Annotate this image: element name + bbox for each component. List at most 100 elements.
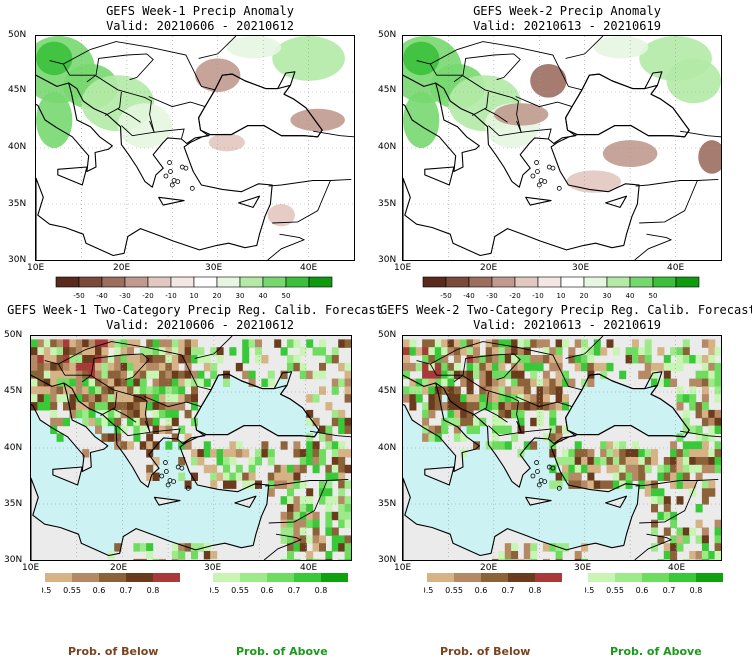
prob-grid-cell bbox=[714, 386, 721, 395]
prob-grid-cell bbox=[663, 472, 671, 481]
prob-grid-cell bbox=[498, 347, 506, 356]
p1-lat-45n: 45N bbox=[8, 85, 27, 95]
prob-grid-cell bbox=[306, 504, 314, 513]
prob-grid-cell bbox=[159, 378, 166, 387]
country-border bbox=[58, 363, 66, 376]
prob-grid-cell bbox=[127, 347, 134, 356]
prob-grid-cell bbox=[682, 417, 690, 427]
aegean-island bbox=[534, 160, 539, 165]
anomaly-colorbar-label: -10 bbox=[532, 292, 543, 300]
prob-grid-cell bbox=[676, 464, 684, 474]
prob-grid-cell bbox=[612, 457, 620, 466]
prob-grid-cell bbox=[701, 449, 709, 458]
prob-grid-cell bbox=[600, 362, 608, 372]
prob-grid-cell bbox=[670, 511, 678, 521]
country-border bbox=[634, 533, 673, 560]
prob-grid-cell bbox=[114, 402, 122, 411]
prob-grid-cell bbox=[663, 378, 671, 387]
prob-grid-cell bbox=[523, 394, 531, 403]
p1-lat-30n: 30N bbox=[8, 255, 27, 265]
prob-grid-cell bbox=[242, 347, 250, 356]
prob-grid-cell bbox=[517, 386, 525, 395]
prob-grid-cell bbox=[107, 362, 115, 372]
prob-grid-cell bbox=[235, 472, 243, 481]
prob-grid-cell bbox=[287, 543, 294, 552]
prob-grid-cell bbox=[562, 402, 569, 411]
prob-grid-cell bbox=[133, 362, 141, 372]
prob-grid-cell bbox=[146, 433, 154, 442]
prob-grid-cell bbox=[229, 441, 237, 450]
anomaly-colorbar-label: -40 bbox=[463, 292, 474, 300]
prob-grid-cell bbox=[101, 386, 109, 395]
prob-grid-cell bbox=[434, 433, 442, 442]
prob-grid-cell bbox=[701, 370, 709, 380]
prob-grid-cell bbox=[403, 394, 410, 403]
prob-grid-cell bbox=[75, 339, 83, 348]
prob-grid-cell bbox=[191, 449, 198, 458]
prob-grid-cell bbox=[714, 457, 721, 466]
coastline bbox=[525, 496, 552, 506]
prob-grid-cell bbox=[293, 339, 301, 348]
prob-grid-cell bbox=[638, 480, 646, 489]
aegean-island bbox=[163, 173, 169, 179]
aegean-island bbox=[536, 482, 542, 488]
prob-grid-cell bbox=[152, 339, 160, 348]
prob-grid-cell bbox=[701, 378, 709, 387]
prob-grid-cell bbox=[670, 464, 678, 474]
prob-grid-cell bbox=[152, 409, 160, 419]
prob-grid-cell bbox=[107, 386, 115, 395]
p3-lon-20e: 20E bbox=[110, 563, 128, 573]
anomaly-colorbar-swatch bbox=[308, 276, 333, 288]
prob-grid-cell bbox=[600, 457, 608, 466]
prob-grid-cell bbox=[632, 355, 639, 364]
anomaly-blob bbox=[593, 36, 649, 59]
prob-grid-cell bbox=[306, 535, 314, 544]
prob-grid-cell bbox=[625, 355, 633, 364]
prob-grid-cell bbox=[625, 472, 633, 481]
coastline bbox=[424, 166, 455, 186]
prob-grid-cell bbox=[203, 362, 211, 372]
prob-grid-cell bbox=[466, 370, 474, 380]
prob-grid-cell bbox=[403, 347, 410, 356]
p2-lon-10e: 10E bbox=[394, 263, 412, 273]
prob-grid-cell bbox=[165, 386, 173, 395]
prob-grid-cell bbox=[280, 535, 288, 544]
prob-grid-cell bbox=[287, 527, 294, 536]
prob-grid-cell bbox=[714, 464, 721, 474]
prob-colorbar-svg: 0.5 0.55 0.6 0.7 0.8 bbox=[42, 573, 180, 595]
prob-grid-cell bbox=[644, 347, 652, 356]
prob-grid-cell bbox=[651, 457, 658, 466]
prob-grid-cell bbox=[171, 558, 179, 560]
prob-grid-cell bbox=[498, 355, 506, 364]
prob-grid-cell bbox=[453, 409, 461, 419]
prob-grid-cell bbox=[171, 551, 179, 560]
prob-grid-cell bbox=[695, 504, 703, 513]
prob-grid-cell bbox=[139, 378, 147, 387]
prob-grid-cell bbox=[287, 464, 294, 474]
prob-grid-cell bbox=[107, 409, 115, 419]
panel-2-title: GEFS Week-2 Precip Anomaly bbox=[473, 4, 661, 18]
prob-grid-cell bbox=[415, 347, 423, 356]
prob-grid-cell bbox=[338, 409, 346, 419]
prob-grid-cell bbox=[441, 378, 449, 387]
prob-grid-cell bbox=[714, 535, 721, 544]
prob-below-caption-week2: Prob. of Below bbox=[440, 645, 531, 658]
prob-grid-cell bbox=[63, 378, 70, 387]
prob-grid-cell bbox=[88, 355, 96, 364]
prob-grid-cell bbox=[171, 370, 179, 380]
prob-grid-cell bbox=[101, 417, 109, 427]
prob-grid-cell bbox=[312, 558, 320, 560]
anomaly-colorbar-swatch bbox=[514, 276, 539, 288]
panel-1-title: GEFS Week-1 Precip Anomaly bbox=[106, 4, 294, 18]
prob-grid-cell bbox=[606, 449, 614, 458]
prob-colorbar-swatch bbox=[427, 573, 454, 582]
prob-grid-cell bbox=[670, 519, 678, 529]
prob-grid-cell bbox=[293, 480, 301, 489]
prob-grid-cell bbox=[517, 558, 525, 560]
prob-grid-cell bbox=[498, 394, 506, 403]
prob-grid-cell bbox=[82, 449, 90, 458]
prob-grid-cell bbox=[287, 511, 294, 521]
prob-grid-cell bbox=[171, 386, 179, 395]
prob-grid-cell bbox=[473, 347, 480, 356]
prob-grid-cell bbox=[331, 355, 339, 364]
